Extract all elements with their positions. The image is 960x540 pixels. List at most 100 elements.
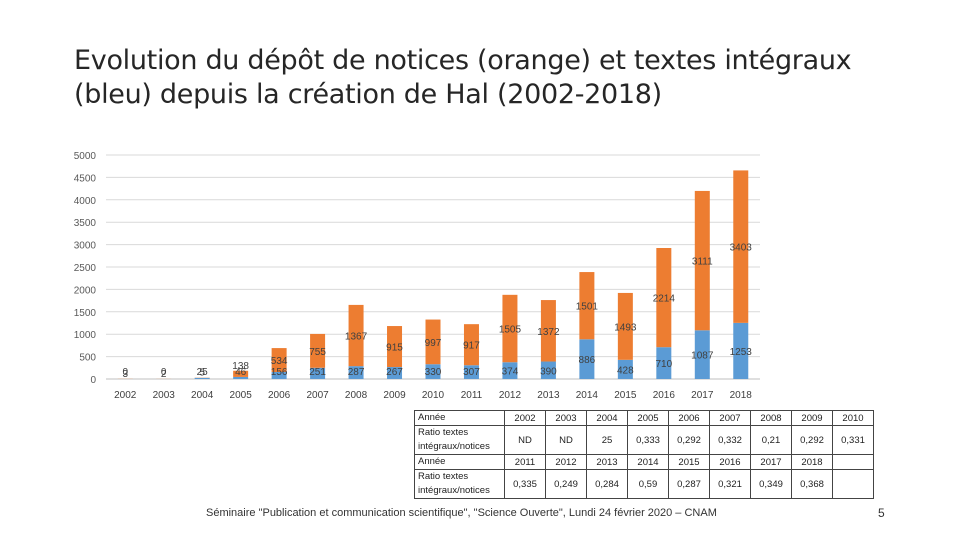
ratio-cell: 0,368 — [791, 469, 833, 499]
bar-blue — [694, 330, 710, 379]
ratio-cell — [832, 469, 874, 499]
ratio-cell: ND — [504, 425, 546, 455]
ratio-cell: 0,284 — [586, 469, 628, 499]
year-cell: 2018 — [791, 454, 833, 470]
bar-orange — [310, 333, 326, 368]
y-tick-label: 5000 — [74, 151, 97, 162]
data-label-orange: 755 — [309, 347, 326, 358]
data-label-blue: 1253 — [730, 347, 753, 358]
y-tick-label: 2000 — [74, 285, 97, 296]
y-tick-label: 1500 — [74, 308, 97, 319]
ratio-cell: 0,321 — [709, 469, 751, 499]
data-label-orange: 917 — [463, 341, 480, 352]
data-label-blue: 287 — [348, 367, 365, 378]
bar-orange — [656, 248, 672, 348]
bars — [117, 170, 749, 379]
row-label-ratio: Ratio textes intégraux/notices — [414, 469, 505, 499]
data-label-blue: 374 — [502, 367, 519, 378]
data-label-orange: 534 — [271, 356, 288, 367]
data-labels: 03 02 255 461381565342517552871367267915330… — [122, 243, 752, 380]
bar-blue — [733, 322, 749, 379]
y-tick-label: 500 — [79, 353, 96, 364]
data-label-blue: 25 — [197, 367, 209, 378]
ratio-cell: 0,59 — [627, 469, 669, 499]
data-label-blue: 1087 — [691, 351, 714, 362]
data-label-orange: 2214 — [653, 294, 676, 305]
ratio-cell: 0,287 — [668, 469, 710, 499]
y-tick-label: 3000 — [74, 241, 97, 252]
data-label-blue: 428 — [617, 365, 634, 376]
row-label-year: Année — [414, 410, 505, 426]
y-tick-label: 0 — [90, 375, 96, 386]
bar-orange — [233, 370, 249, 377]
table-row: Ratio textes intégraux/notices 0,335 0,249… — [414, 469, 874, 499]
year-cell: 2008 — [750, 410, 792, 426]
x-tick-label: 2006 — [268, 390, 291, 401]
x-tick-label: 2010 — [422, 390, 445, 401]
stacked-bar-chart: 0500100015002000250030003500400045005000… — [74, 151, 760, 401]
bar-blue — [310, 367, 326, 379]
bar-orange — [502, 294, 518, 363]
bar-blue — [425, 364, 441, 379]
bar-orange — [463, 324, 479, 366]
year-cell: 2005 — [627, 410, 669, 426]
data-label-blue: 330 — [425, 367, 442, 378]
data-label-blue: 46 — [235, 367, 247, 378]
year-cell: 2010 — [832, 410, 874, 426]
page-number: 5 — [878, 506, 885, 520]
bar-blue — [502, 362, 518, 379]
data-label-orange: 1367 — [345, 332, 368, 343]
bar-blue — [233, 376, 249, 379]
slide-title: Evolution du dépôt de notices (orange) e… — [74, 45, 852, 110]
x-tick-label: 2012 — [499, 390, 522, 401]
bar-blue — [617, 359, 633, 379]
bar-orange — [271, 348, 287, 373]
ratio-cell: 0,349 — [750, 469, 792, 499]
data-label-blue: 710 — [655, 359, 672, 370]
table-row: Année 2011 2012 2013 2014 2015 2016 2017 2018 — [414, 454, 874, 470]
year-cell: 2007 — [709, 410, 751, 426]
year-cell: 2011 — [504, 454, 546, 470]
x-tick-label: 2007 — [306, 390, 329, 401]
data-label-orange: 138 — [232, 361, 249, 372]
footer-text: Séminaire "Publication et communication … — [206, 507, 717, 519]
bar-blue — [194, 377, 210, 379]
data-label-orange: 5 — [199, 368, 205, 379]
x-tick-label: 2002 — [114, 390, 137, 401]
data-label-orange: 1493 — [614, 322, 637, 333]
data-label-blue: 307 — [463, 367, 480, 378]
year-cell: 2016 — [709, 454, 751, 470]
y-tick-label: 2500 — [74, 263, 97, 274]
bar-blue — [348, 366, 364, 379]
ratio-cell: 0,292 — [668, 425, 710, 455]
ratio-cell: 25 — [586, 425, 628, 455]
x-tick-label: 2009 — [383, 390, 406, 401]
bar-blue — [463, 365, 479, 379]
bar-orange — [733, 170, 749, 323]
bar-orange — [425, 319, 441, 365]
data-label-blue: 390 — [540, 366, 557, 377]
year-cell — [832, 454, 874, 470]
y-tick-label: 4500 — [74, 173, 97, 184]
year-cell: 2004 — [586, 410, 628, 426]
data-label-blue: 156 — [271, 367, 288, 378]
ratio-cell: 0,332 — [709, 425, 751, 455]
ratio-cell: 0,333 — [627, 425, 669, 455]
ratio-table: Année 2002 2003 2004 2005 2006 2007 2008 2009 201… — [414, 410, 874, 499]
bar-orange — [694, 190, 710, 331]
bar-orange — [387, 326, 403, 368]
data-label-blue: 0 — [161, 367, 167, 378]
ratio-cell: 0,335 — [504, 469, 546, 499]
data-label-blue: 886 — [579, 355, 596, 366]
bar-orange — [540, 300, 556, 362]
x-tick-label: 2005 — [230, 390, 253, 401]
bar-blue — [271, 372, 287, 379]
data-label-orange: 3111 — [692, 257, 713, 268]
year-cell: 2006 — [668, 410, 710, 426]
row-label-year: Année — [414, 454, 505, 470]
bar-orange — [348, 304, 364, 367]
x-tick-label: 2018 — [730, 390, 753, 401]
bar-blue — [387, 367, 403, 379]
ratio-cell: 0,331 — [832, 425, 874, 455]
x-tick-label: 2015 — [614, 390, 637, 401]
